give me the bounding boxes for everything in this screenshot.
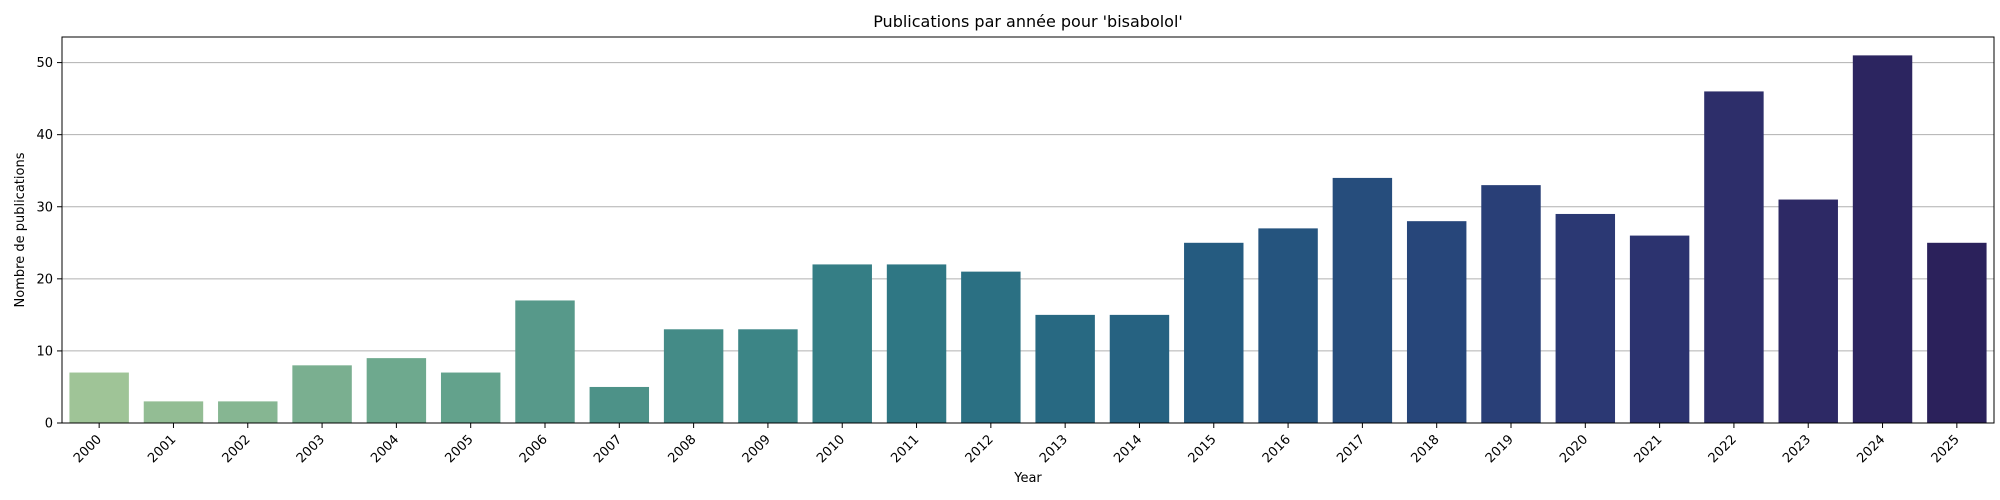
x-axis-label: Year bbox=[1013, 471, 1042, 486]
x-tick-label: 2004 bbox=[368, 432, 402, 466]
bar-2004 bbox=[366, 358, 427, 423]
bar-2001 bbox=[143, 401, 204, 423]
y-tick-label: 50 bbox=[36, 56, 53, 71]
bar-2002 bbox=[218, 401, 278, 423]
y-axis-label: Nombre de publications bbox=[13, 152, 28, 307]
x-tick-label: 2016 bbox=[1260, 432, 1294, 466]
bar-2009 bbox=[738, 329, 798, 423]
x-tick-label: 2010 bbox=[814, 432, 848, 466]
bar-2008 bbox=[663, 329, 724, 423]
x-tick-label: 2017 bbox=[1334, 432, 1368, 466]
bar-2016 bbox=[1258, 228, 1318, 423]
bar-2012 bbox=[961, 271, 1021, 423]
bar-2013 bbox=[1035, 314, 1095, 423]
x-axis-ticks: 2000 2001 2002 2003 2004 2005 2006 2007 2008 2009… bbox=[71, 423, 1963, 466]
x-tick-label: 2013 bbox=[1037, 432, 1071, 466]
x-tick-label: 2001 bbox=[145, 432, 179, 466]
y-tick-label: 30 bbox=[36, 200, 53, 215]
x-tick-label: 2011 bbox=[888, 432, 922, 466]
chart-title: Publications par année pour 'bisabolol' bbox=[873, 12, 1183, 31]
bar-2007 bbox=[589, 386, 650, 423]
bar-2000 bbox=[69, 372, 129, 423]
bar-2005 bbox=[440, 372, 501, 423]
x-tick-label: 2023 bbox=[1780, 432, 1814, 466]
y-tick-label: 20 bbox=[36, 272, 53, 287]
bar-2019 bbox=[1481, 185, 1541, 423]
x-tick-label: 2015 bbox=[1186, 432, 1220, 466]
bar-2024 bbox=[1852, 55, 1913, 423]
bar-2011 bbox=[886, 264, 947, 423]
y-axis-ticks: 0 10 20 30 40 50 bbox=[36, 56, 62, 432]
x-tick-label: 2022 bbox=[1706, 432, 1740, 466]
bar-2021 bbox=[1629, 235, 1690, 423]
plot-frame bbox=[61, 36, 1995, 424]
x-tick-label: 2025 bbox=[1929, 432, 1963, 466]
y-tick-label: 0 bbox=[45, 417, 53, 432]
x-tick-label: 2014 bbox=[1111, 432, 1145, 466]
bar-2017 bbox=[1332, 177, 1393, 423]
x-tick-label: 2000 bbox=[71, 432, 105, 466]
bar-2023 bbox=[1778, 199, 1838, 423]
bar-2015 bbox=[1184, 242, 1244, 423]
x-tick-label: 2009 bbox=[740, 432, 774, 466]
x-tick-label: 2024 bbox=[1854, 432, 1888, 466]
x-tick-label: 2021 bbox=[1631, 432, 1665, 466]
x-tick-label: 2002 bbox=[220, 432, 254, 466]
x-tick-label: 2008 bbox=[665, 432, 699, 466]
bar-2010 bbox=[812, 264, 872, 423]
bar-2020 bbox=[1555, 213, 1616, 423]
bar-2006 bbox=[515, 300, 575, 423]
bar-2025 bbox=[1927, 242, 1987, 423]
y-tick-label: 40 bbox=[36, 128, 53, 143]
x-tick-label: 2007 bbox=[591, 432, 625, 466]
x-tick-label: 2020 bbox=[1557, 432, 1591, 466]
bar-2003 bbox=[292, 365, 352, 423]
bars bbox=[69, 55, 1987, 424]
x-tick-label: 2005 bbox=[443, 432, 477, 466]
bar-2018 bbox=[1406, 221, 1467, 423]
x-tick-label: 2019 bbox=[1483, 432, 1517, 466]
bar-2022 bbox=[1704, 91, 1764, 424]
y-tick-label: 10 bbox=[36, 344, 53, 359]
x-tick-label: 2018 bbox=[1409, 432, 1443, 466]
x-tick-label: 2003 bbox=[294, 432, 328, 466]
bar-2014 bbox=[1109, 314, 1170, 423]
x-tick-label: 2006 bbox=[517, 432, 551, 466]
x-tick-label: 2012 bbox=[963, 432, 997, 466]
